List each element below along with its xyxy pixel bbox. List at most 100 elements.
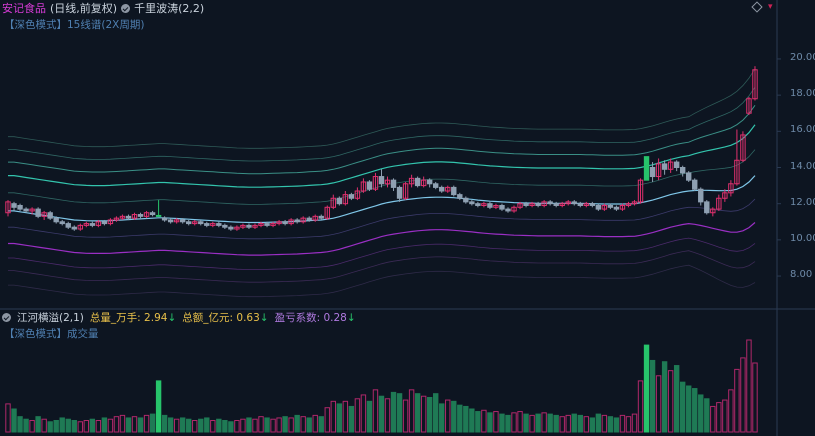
- candle-body: [439, 186, 445, 192]
- candle-body: [29, 208, 35, 212]
- band-line-9: [8, 250, 756, 283]
- candle-body: [517, 203, 523, 208]
- volume-bar: [716, 402, 722, 433]
- total-amount-label: 总额_亿元:: [182, 311, 234, 324]
- volume-bar: [529, 414, 535, 433]
- volume-indicator-toggle-icon[interactable]: [2, 312, 11, 322]
- total-amount: 总额_亿元: 0.63↓: [182, 310, 268, 325]
- candle-body: [354, 190, 361, 199]
- volume-bar: [143, 414, 150, 433]
- band-line-1: [8, 86, 756, 162]
- candle-body: [59, 221, 65, 225]
- volume-bar: [65, 418, 71, 433]
- volume-bar: [523, 413, 529, 433]
- candle-body: [125, 215, 132, 219]
- candle-body: [469, 201, 475, 205]
- candle-body: [161, 217, 168, 221]
- chevron-down-icon[interactable]: ▾: [768, 2, 773, 12]
- volume-bar: [131, 416, 138, 433]
- candle-body: [619, 204, 626, 210]
- candle-body: [264, 223, 270, 226]
- candle-body: [137, 214, 144, 217]
- candle-body: [746, 98, 752, 114]
- candle-body: [282, 221, 288, 225]
- volume-bar: [258, 416, 264, 433]
- candle-body: [722, 192, 728, 199]
- candle-body: [571, 201, 577, 205]
- volume-bar: [378, 395, 385, 433]
- candle-body: [101, 221, 108, 225]
- volume-bar: [11, 408, 17, 433]
- volume-indicator-name[interactable]: 江河横溢(2,1): [17, 311, 84, 324]
- candle-body: [541, 201, 547, 206]
- volume-bar: [192, 420, 198, 433]
- candle-body: [493, 204, 499, 208]
- volume-bar: [71, 420, 77, 433]
- down-arrow-icon: ↓: [259, 311, 269, 324]
- candle-body: [390, 179, 397, 188]
- volume-bar: [41, 418, 47, 433]
- volume-bar: [354, 398, 361, 433]
- volume-bar: [517, 411, 523, 433]
- candle-body: [366, 181, 373, 190]
- candle-body: [336, 197, 343, 205]
- candle-body: [318, 215, 324, 219]
- candle-body: [270, 223, 276, 226]
- candle-body: [396, 186, 403, 199]
- candle-body: [631, 201, 638, 205]
- volume-bar: [216, 418, 222, 433]
- candle-body: [673, 161, 680, 169]
- volume-bar: [318, 416, 324, 433]
- total-amount-value: 0.63: [236, 311, 260, 324]
- volume-bar: [372, 389, 379, 433]
- candle-body: [41, 212, 47, 217]
- candle-body: [312, 215, 318, 221]
- volume-bar: [493, 411, 499, 433]
- indicator-name[interactable]: 千里波涛(2,2): [134, 2, 205, 15]
- volume-bar: [433, 393, 439, 433]
- volume-bar: [649, 359, 656, 433]
- candle-body: [276, 221, 282, 225]
- volume-bar: [107, 418, 114, 433]
- volume-bar: [487, 412, 493, 433]
- volume-bar: [89, 418, 96, 433]
- period-label: (日线,前复权): [50, 2, 118, 15]
- volume-bar: [426, 397, 433, 433]
- volume-bar: [439, 403, 445, 433]
- candle-body: [11, 203, 17, 208]
- candle-body: [595, 204, 602, 210]
- candle-body: [222, 224, 228, 228]
- volume-bar: [463, 405, 469, 433]
- volume-bar: [204, 417, 210, 433]
- candle-body: [740, 134, 746, 161]
- volume-bar: [390, 391, 397, 433]
- profit-loss-value: 0.28: [323, 311, 347, 324]
- indicator-toggle-icon[interactable]: [121, 3, 131, 13]
- volume-bar: [324, 407, 330, 433]
- total-volume: 总量_万手: 2.94↓: [90, 310, 176, 325]
- volume-bar: [384, 398, 391, 433]
- candle-body: [643, 156, 650, 181]
- candle-body: [583, 203, 590, 206]
- candle-body: [734, 159, 740, 185]
- volume-bar: [312, 414, 318, 433]
- candle-body: [179, 219, 186, 223]
- volume-bar: [643, 344, 650, 433]
- price-sub-label: 【深色模式】15线谱(2X周期): [4, 17, 144, 32]
- volume-bar: [535, 413, 541, 433]
- stock-name[interactable]: 安记食品: [2, 2, 46, 15]
- volume-bar: [53, 420, 59, 433]
- volume-bar: [330, 400, 336, 433]
- candle-body: [216, 223, 222, 226]
- candle-body: [457, 194, 463, 199]
- candle-body: [65, 223, 71, 228]
- candle-body: [342, 194, 349, 205]
- candle-body: [330, 197, 336, 208]
- candle-body: [649, 167, 656, 178]
- volume-bar: [234, 420, 240, 433]
- volume-bar: [101, 417, 108, 433]
- volume-bar: [306, 417, 312, 433]
- price-tick-label: 18.00: [790, 88, 815, 100]
